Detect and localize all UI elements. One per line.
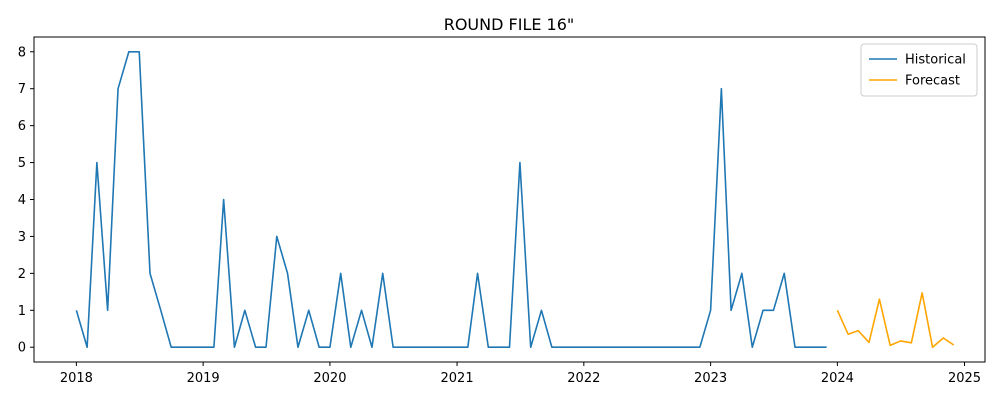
x-tick-label: 2019 (187, 371, 220, 386)
legend-label: Forecast (905, 74, 960, 89)
y-tick-label: 8 (18, 45, 26, 60)
y-tick-label: 0 (18, 341, 26, 356)
x-tick-label: 2022 (567, 371, 600, 386)
y-tick-label: 3 (18, 230, 26, 245)
series-line-historical (75, 50, 827, 349)
x-tick-label: 2021 (441, 371, 474, 386)
x-tick-label: 2024 (821, 371, 854, 386)
x-tick-label: 2018 (60, 371, 93, 386)
y-tick-label: 2 (18, 267, 26, 282)
y-tick-label: 1 (18, 304, 26, 319)
legend-box (860, 43, 978, 97)
plot-frame (33, 36, 986, 363)
chart-title: ROUND FILE 16" (444, 15, 575, 34)
y-tick-label: 6 (18, 119, 26, 134)
y-tick-label: 7 (18, 82, 26, 97)
series-layer (75, 50, 955, 349)
y-tick-label: 5 (18, 156, 26, 171)
axes-layer: 2018 2019 2020 2021 2022 2023 2024 2025 0 1 2 3 4 5 6 7… (18, 36, 986, 386)
series-line-forecast (836, 292, 955, 349)
y-tick-label: 4 (18, 193, 26, 208)
legend-label: Historical (905, 53, 966, 68)
x-tick-label: 2025 (948, 371, 981, 386)
x-tick-label: 2023 (694, 371, 727, 386)
legend: Historical Forecast (860, 43, 978, 97)
x-tick-label: 2020 (313, 371, 346, 386)
